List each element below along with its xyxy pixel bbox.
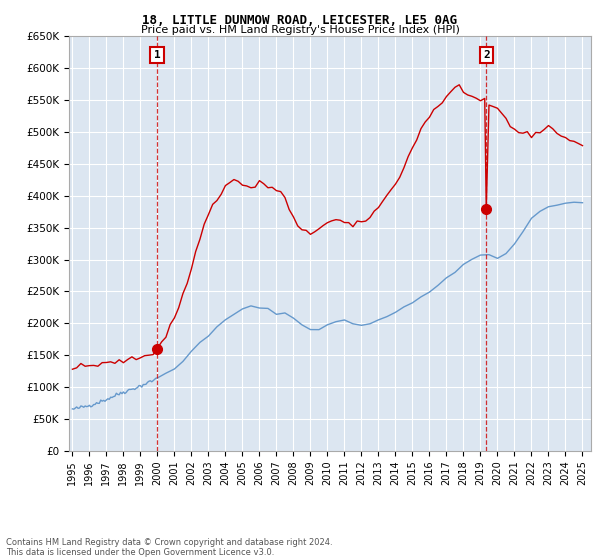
- Text: 1: 1: [154, 50, 160, 60]
- Text: Contains HM Land Registry data © Crown copyright and database right 2024.
This d: Contains HM Land Registry data © Crown c…: [6, 538, 332, 557]
- Text: Price paid vs. HM Land Registry's House Price Index (HPI): Price paid vs. HM Land Registry's House …: [140, 25, 460, 35]
- Text: 18, LITTLE DUNMOW ROAD, LEICESTER, LE5 0AG: 18, LITTLE DUNMOW ROAD, LEICESTER, LE5 0…: [143, 14, 458, 27]
- Text: 2: 2: [483, 50, 490, 60]
